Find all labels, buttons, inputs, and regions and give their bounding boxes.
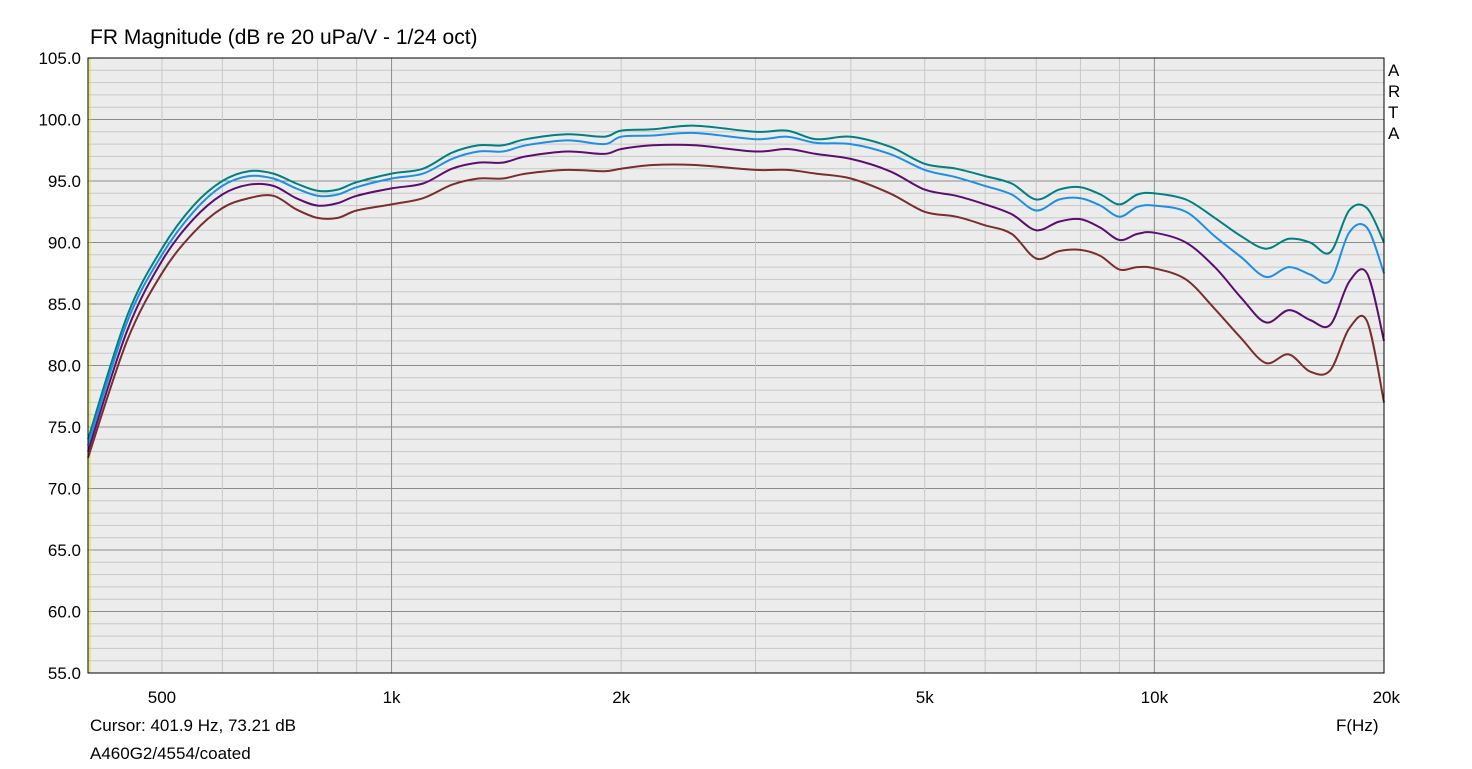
x-tick-label: 20k (1373, 688, 1401, 707)
y-tick-label: 80.0 (48, 357, 81, 376)
x-tick-label: 1k (383, 688, 401, 707)
brand-letter: A (1388, 124, 1400, 143)
y-tick-label: 105.0 (38, 49, 81, 68)
x-tick-labels: 500 1k 2k 5k 10k 20k (148, 688, 1401, 707)
brand-letter: R (1388, 82, 1401, 101)
y-tick-label: 70.0 (48, 480, 81, 499)
cursor-readout: Cursor: 401.9 Hz, 73.21 dB (90, 716, 297, 735)
y-tick-label: 95.0 (48, 172, 81, 191)
grid (88, 57, 1384, 674)
plot-frame (87, 57, 1385, 674)
x-tick-label: 5k (916, 688, 934, 707)
y-tick-label: 60.0 (48, 603, 81, 622)
y-tick-labels: 55.0 60.0 65.0 70.0 75.0 80.0 85.0 90.0 95.0 100.… (38, 49, 81, 683)
y-tick-label: 65.0 (48, 541, 81, 560)
x-axis-label: F(Hz) (1336, 716, 1379, 735)
series-curve (87, 143, 1385, 452)
y-tick-label: 100.0 (38, 111, 81, 130)
file-label: A460G2/4554/coated (90, 744, 251, 763)
x-tick-label: 2k (612, 688, 630, 707)
y-tick-label: 75.0 (48, 418, 81, 437)
y-tick-label: 85.0 (48, 295, 81, 314)
series-curve (87, 163, 1385, 459)
series-curve (87, 131, 1385, 446)
brand-letter: A (1388, 61, 1400, 80)
x-tick-label: 500 (148, 688, 176, 707)
arta-brand: A R T A (1388, 60, 1408, 144)
brand-letter: T (1388, 103, 1399, 122)
x-tick-label: 10k (1141, 688, 1169, 707)
y-tick-label: 90.0 (48, 234, 81, 253)
series-curve (87, 124, 1385, 440)
curves (87, 124, 1385, 459)
y-tick-label: 55.0 (48, 664, 81, 683)
chart-title: FR Magnitude (dB re 20 uPa/V - 1/24 oct) (90, 26, 478, 49)
